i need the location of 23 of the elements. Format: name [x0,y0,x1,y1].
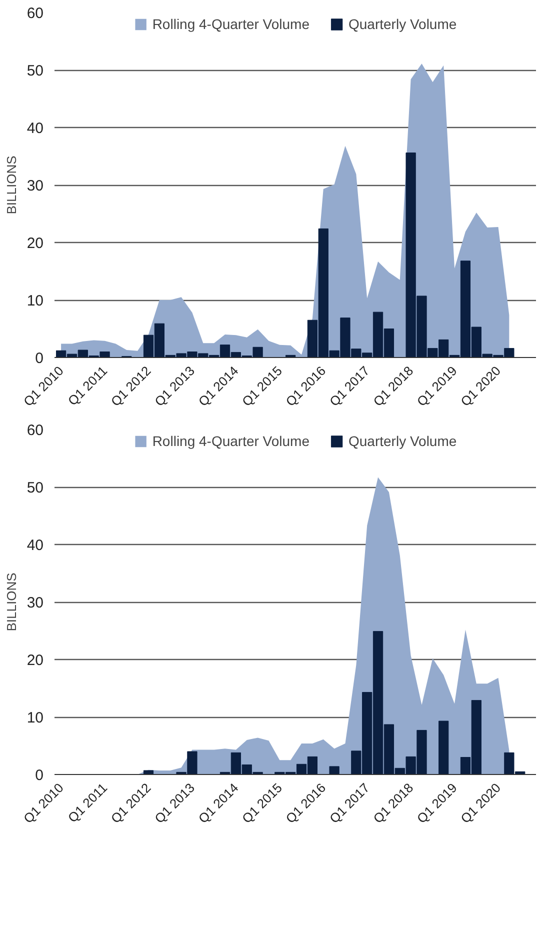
legend-label: Quarterly Volume [348,433,457,449]
y-axis-title: BILLIONS [4,155,19,214]
y-tick-label: 10 [26,710,44,726]
y-tick-label: 0 [35,350,44,367]
y-tick-label: 50 [26,62,44,80]
y-tick-label: 50 [26,480,44,496]
y-tick-label: 10 [26,292,44,310]
bar [438,720,449,774]
bar [143,770,154,774]
y-tick-label: 20 [26,652,44,669]
y-tick-label: 40 [26,537,44,554]
y-tick-label: 0 [35,767,44,784]
y-tick-label: 40 [26,120,44,137]
y-tick-label: 20 [26,235,44,252]
bar [329,766,340,774]
legend-label: Quarterly Volume [348,16,457,32]
y-axis-title: BILLIONS [4,572,19,632]
y-tick-label: 30 [26,178,44,194]
y-tick-label: 30 [26,594,44,612]
y-tick-label: 60 [26,5,44,22]
legend-label: Rolling 4-Quarter Volume [152,16,310,32]
legend-label: Rolling 4-Quarter Volume [152,433,310,449]
y-tick-label: 60 [26,422,44,439]
